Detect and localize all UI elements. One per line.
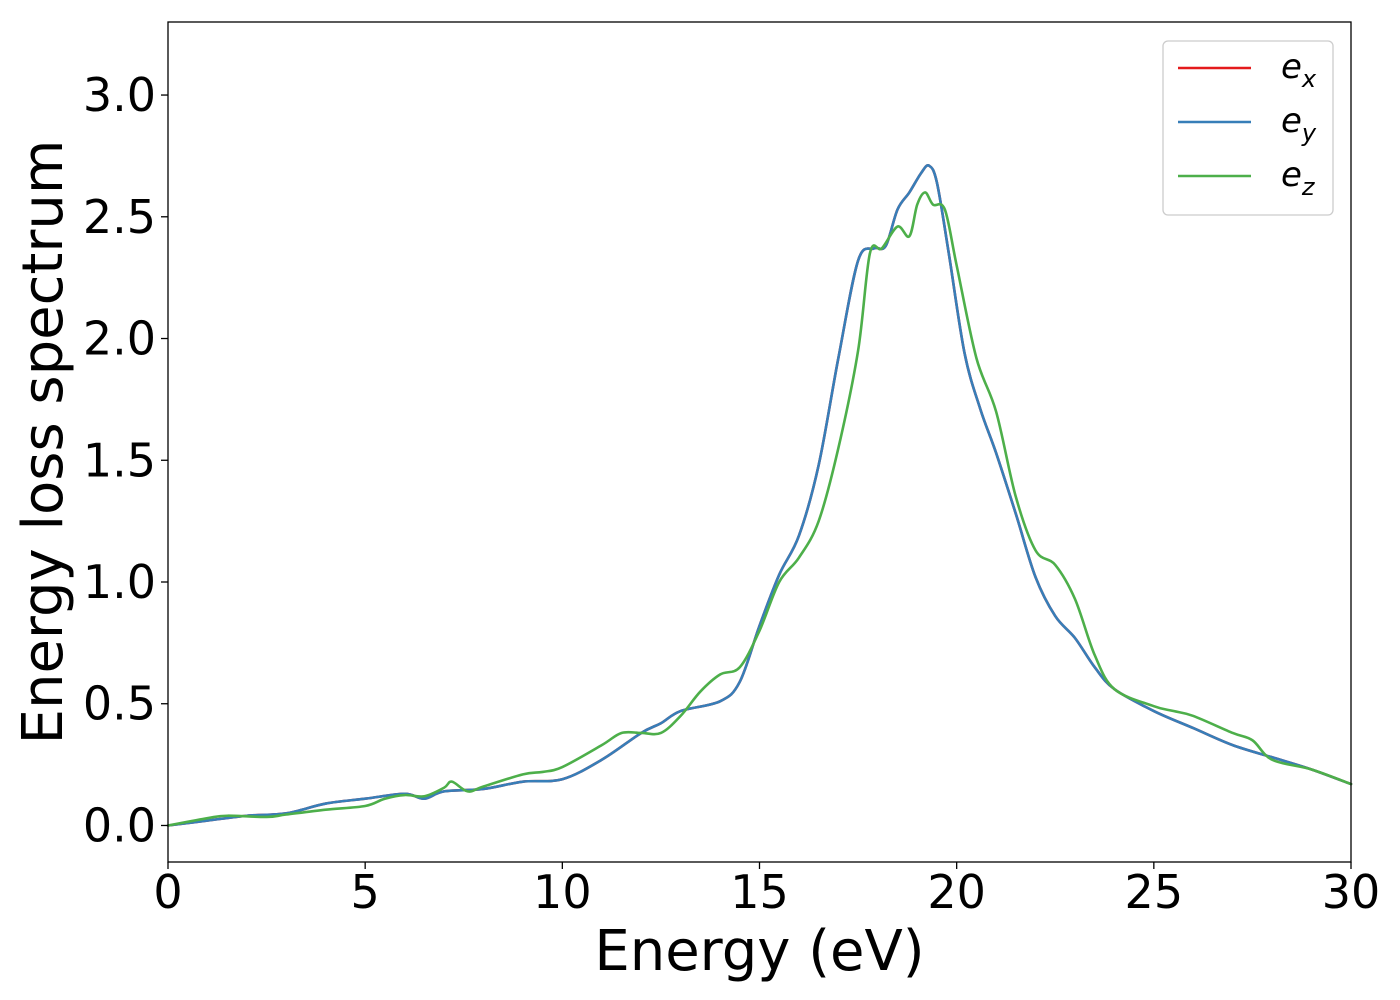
x-tick-label: 25 <box>1125 865 1184 919</box>
series-line-ey <box>166 164 1353 827</box>
y-axis-label: Energy loss spectrum <box>11 140 76 745</box>
legend: ex ey ez <box>1162 40 1334 216</box>
legend-box <box>1162 40 1334 216</box>
legend-label-ex: ex <box>1281 47 1317 93</box>
y-tick-label: 1.0 <box>83 555 156 609</box>
x-axis-label: Energy (eV) <box>594 919 924 984</box>
x-tick-label: 5 <box>351 865 380 919</box>
legend-label-ey: ey <box>1281 101 1317 147</box>
y-tick-label: 0.5 <box>83 677 156 731</box>
series-layer <box>166 164 1353 827</box>
y-axis-ticks: 0.0 0.5 1.0 1.5 2.0 2.5 3.0 <box>83 68 168 852</box>
legend-label-ez: ez <box>1281 155 1316 201</box>
x-tick-label: 0 <box>153 865 182 919</box>
y-tick-label: 2.5 <box>83 190 156 244</box>
series-line-ez <box>166 191 1353 827</box>
x-tick-label: 15 <box>730 865 789 919</box>
x-tick-label: 10 <box>533 865 592 919</box>
y-tick-label: 1.5 <box>83 433 156 487</box>
x-tick-label: 20 <box>927 865 986 919</box>
x-tick-label: 30 <box>1322 865 1381 919</box>
x-axis-ticks: 0 5 10 15 20 25 30 <box>153 862 1380 919</box>
legend-entries: ex ey ez <box>1178 47 1317 201</box>
y-tick-label: 2.0 <box>83 312 156 366</box>
y-tick-label: 0.0 <box>83 798 156 852</box>
y-tick-label: 3.0 <box>83 68 156 122</box>
